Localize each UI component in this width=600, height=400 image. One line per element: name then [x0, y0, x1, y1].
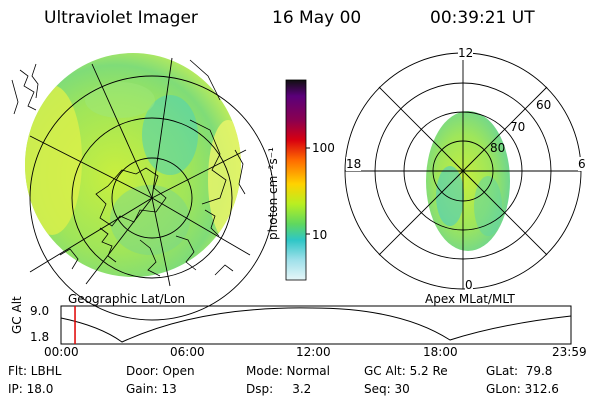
xtick-2359: 23:59 [552, 345, 587, 359]
info-seq: Seq: 30 [364, 382, 410, 396]
right-panel-caption: Apex MLat/MLT [425, 292, 515, 306]
left-panel-caption: Geographic Lat/Lon [68, 292, 186, 306]
xtick-0000: 00:00 [44, 345, 79, 359]
mlt-label-0: 0 [465, 278, 473, 292]
mlt-label-6: 6 [578, 157, 586, 171]
info-ip: IP: 18.0 [8, 382, 54, 396]
altitude-ytick-top: 9.0 [30, 304, 50, 318]
info-glat: GLat: 79.8 [486, 364, 553, 378]
info-gc-alt: GC Alt: 5.2 Re [364, 364, 448, 378]
info-door: Door: Open [126, 364, 195, 378]
observation-time: 00:39:21 UT [430, 8, 535, 28]
polar-mlt-plot [344, 52, 582, 290]
xtick-1200: 12:00 [296, 345, 331, 359]
info-dsp: Dsp: 3.2 [246, 382, 312, 396]
altitude-ytick-bottom: 1.8 [30, 330, 50, 344]
colorbar-tick-10: 10 [312, 228, 328, 242]
colorbar [285, 79, 310, 281]
info-flt: Flt: LBHL [8, 364, 62, 378]
mlt-label-18: 18 [346, 157, 362, 171]
mlat-label-80: 80 [490, 141, 506, 155]
xtick-0600: 06:00 [170, 345, 205, 359]
xtick-1800: 18:00 [423, 345, 458, 359]
instrument-title: Ultraviolet Imager [44, 8, 198, 28]
colorbar-label: photon cm⁻²s⁻¹ [266, 147, 280, 240]
info-mode: Mode: Normal [246, 364, 330, 378]
coastline-overlay [11, 59, 246, 277]
info-gain: Gain: 13 [126, 382, 177, 396]
geographic-image [11, 53, 275, 321]
mlat-label-60: 60 [536, 98, 552, 112]
info-glon: GLon: 312.6 [486, 382, 559, 396]
colorbar-tick-100: 100 [312, 141, 335, 155]
observation-date: 16 May 00 [272, 8, 362, 28]
mlat-label-70: 70 [510, 120, 526, 134]
altitude-curve [60, 307, 572, 343]
altitude-ylabel: GC Alt [10, 296, 24, 334]
mlt-label-12: 12 [458, 46, 474, 60]
altitude-plot [60, 305, 572, 345]
